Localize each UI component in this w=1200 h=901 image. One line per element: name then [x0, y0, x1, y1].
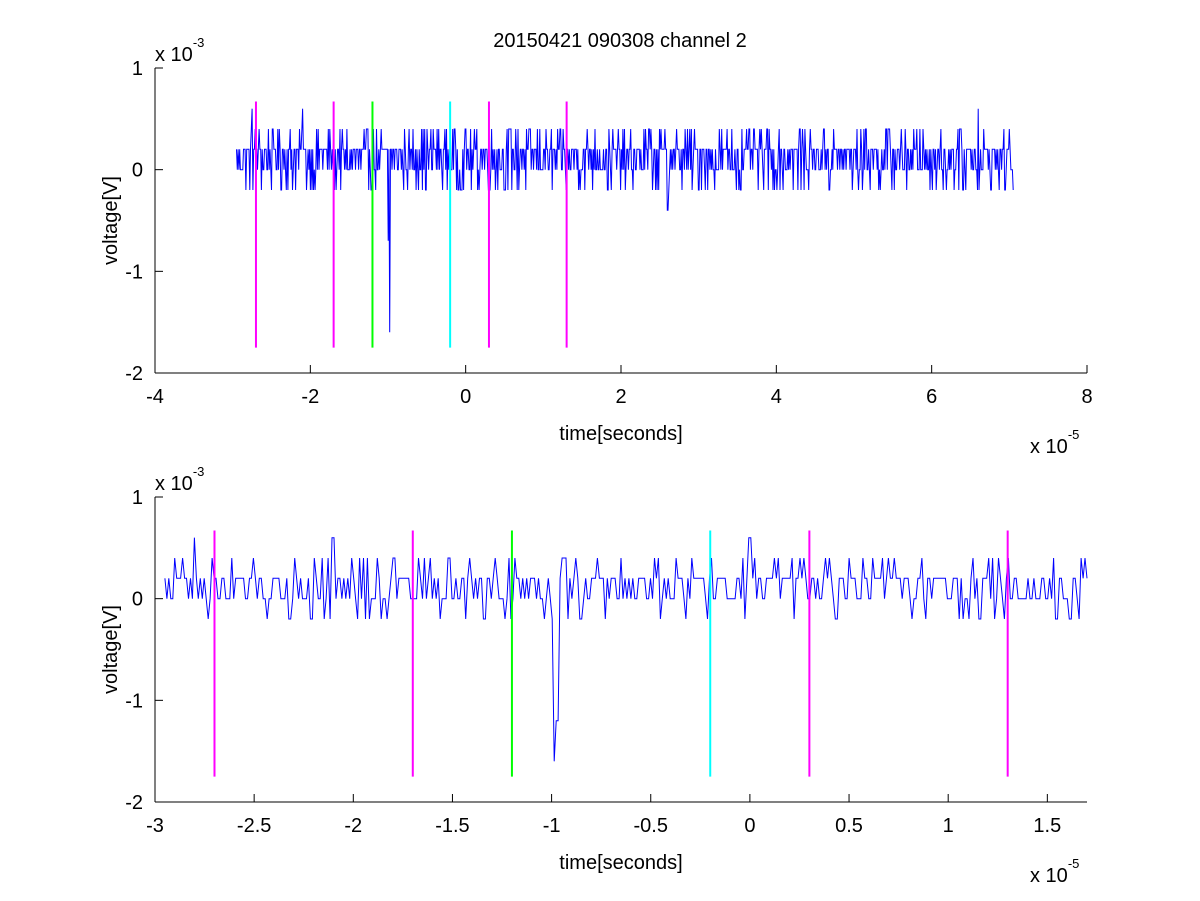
y-tick-label: 1	[132, 487, 143, 509]
bottom-plot: -3 -2.5 -2 -1.5 -1 -0.5 0 0.5 1 1.5 -2 -1 0 1 time[sec…	[100, 464, 1088, 887]
x-tick-label: -1	[543, 815, 561, 837]
x-exponent-base: x 10	[1030, 436, 1068, 458]
x-exponent-base: x 10	[1030, 865, 1068, 887]
x-tick-label: -4	[146, 386, 164, 408]
y-tick-label: -1	[125, 690, 143, 712]
x-tick-label: 0.5	[835, 815, 863, 837]
y-axis-label: voltage[V]	[100, 605, 122, 694]
y-tick-label: -2	[125, 792, 143, 814]
x-axis-label: time[seconds]	[559, 852, 682, 874]
x-tick-label: -1.5	[435, 815, 469, 837]
y-tick-label: 0	[132, 160, 143, 182]
x-tick-label: -2.5	[237, 815, 271, 837]
top-plot: -4 -2 0 2 4 6 8-2-101time[seconds]voltage[V]x …	[100, 35, 1093, 458]
y-tick-label: 1	[132, 58, 143, 80]
x-tick-label: 8	[1081, 386, 1092, 408]
x-tick-label: -0.5	[634, 815, 668, 837]
y-tick-label: 0	[132, 589, 143, 611]
voltage-trace	[236, 108, 1014, 333]
y-tick-label: -2	[125, 363, 143, 385]
x-exponent-power: -5	[1068, 427, 1080, 442]
y-exponent-base: x 10	[155, 473, 193, 495]
x-tick-label: 4	[771, 386, 782, 408]
x-tick-label: 0	[744, 815, 755, 837]
x-exponent-power: -5	[1068, 856, 1080, 871]
voltage-trace	[164, 537, 1088, 762]
x-tick-label: 6	[926, 386, 937, 408]
y-exponent-label: x 10-3	[155, 35, 204, 66]
x-tick-label: 0	[460, 386, 471, 408]
y-axis-label: voltage[V]	[100, 176, 122, 265]
y-tick-label: -1	[125, 261, 143, 283]
x-exponent-label: x 10-5	[1030, 427, 1079, 458]
x-tick-label: -3	[146, 815, 164, 837]
x-axis-label: time[seconds]	[559, 423, 682, 445]
x-tick-label: -2	[301, 386, 319, 408]
y-exponent-label: x 10-3	[155, 464, 204, 495]
y-exponent-power: -3	[193, 35, 205, 50]
x-exponent-label: x 10-5	[1030, 856, 1079, 887]
y-exponent-power: -3	[193, 464, 205, 479]
x-tick-label: -2	[344, 815, 362, 837]
y-exponent-base: x 10	[155, 44, 193, 66]
x-tick-label: 1	[943, 815, 954, 837]
figure-title: 20150421 090308 channel 2	[493, 30, 747, 52]
x-tick-label: 2	[615, 386, 626, 408]
x-tick-label: 1.5	[1033, 815, 1061, 837]
